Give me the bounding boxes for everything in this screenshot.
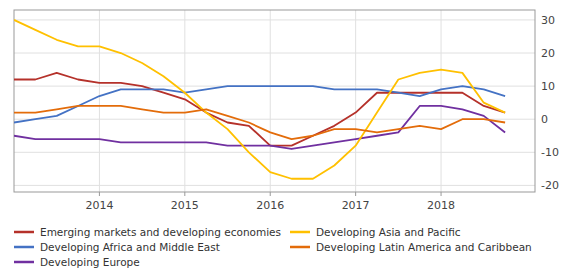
y-grid-line bbox=[14, 119, 535, 120]
x-grid-line bbox=[270, 10, 271, 192]
y-grid-line bbox=[14, 53, 535, 54]
legend-swatch bbox=[14, 246, 34, 249]
y-tick-label: 10 bbox=[541, 80, 555, 93]
x-tick-label: 2018 bbox=[427, 199, 455, 212]
legend-item: Developing Europe bbox=[14, 256, 140, 268]
legend: Emerging markets and developing economie… bbox=[14, 226, 532, 268]
grid bbox=[14, 10, 535, 192]
y-tick-label: 0 bbox=[541, 113, 548, 126]
legend-swatch bbox=[14, 261, 34, 264]
y-tick-label: -20 bbox=[541, 179, 559, 192]
series-line bbox=[14, 86, 505, 122]
x-grid-line bbox=[99, 10, 100, 192]
x-tick bbox=[99, 192, 100, 196]
series-lines bbox=[14, 20, 505, 179]
legend-swatch bbox=[14, 231, 34, 234]
x-tick-label: 2016 bbox=[256, 199, 284, 212]
legend-label: Developing Africa and Middle East bbox=[40, 241, 220, 253]
legend-item: Developing Africa and Middle East bbox=[14, 241, 220, 253]
legend-swatch bbox=[290, 231, 310, 234]
x-grid-line bbox=[355, 10, 356, 192]
x-tick-label: 2014 bbox=[85, 199, 113, 212]
series-line bbox=[14, 73, 505, 146]
x-tick bbox=[441, 192, 442, 196]
chart: -20 -10 0 10 20 30 2014 2015 2016 2017 2018 Emergin… bbox=[0, 0, 575, 277]
plot-frame bbox=[14, 10, 535, 192]
x-grid-line bbox=[441, 10, 442, 192]
legend-item: Emerging markets and developing economie… bbox=[14, 226, 281, 238]
legend-item: Developing Asia and Pacific bbox=[290, 226, 461, 238]
legend-label: Developing Europe bbox=[40, 256, 140, 268]
series-line bbox=[14, 20, 505, 179]
series-line bbox=[14, 106, 505, 139]
y-grid-line bbox=[14, 185, 535, 186]
legend-item: Developing Latin America and Caribbean bbox=[290, 241, 532, 253]
x-tick-label: 2015 bbox=[171, 199, 199, 212]
axes: -20 -10 0 10 20 30 2014 2015 2016 2017 2018 bbox=[85, 14, 559, 212]
y-tick-label: 20 bbox=[541, 47, 555, 60]
x-grid-line bbox=[184, 10, 185, 192]
legend-label: Developing Latin America and Caribbean bbox=[316, 241, 532, 253]
legend-label: Developing Asia and Pacific bbox=[316, 226, 461, 238]
x-tick-label: 2017 bbox=[342, 199, 370, 212]
series-line bbox=[14, 106, 505, 149]
y-grid-line bbox=[14, 152, 535, 153]
x-tick bbox=[184, 192, 185, 196]
y-grid-line bbox=[14, 19, 535, 20]
y-tick-label: 30 bbox=[541, 14, 555, 27]
legend-swatch bbox=[290, 246, 310, 249]
legend-label: Emerging markets and developing economie… bbox=[40, 226, 281, 238]
x-tick bbox=[270, 192, 271, 196]
y-tick-label: -10 bbox=[541, 146, 559, 159]
x-tick bbox=[355, 192, 356, 196]
